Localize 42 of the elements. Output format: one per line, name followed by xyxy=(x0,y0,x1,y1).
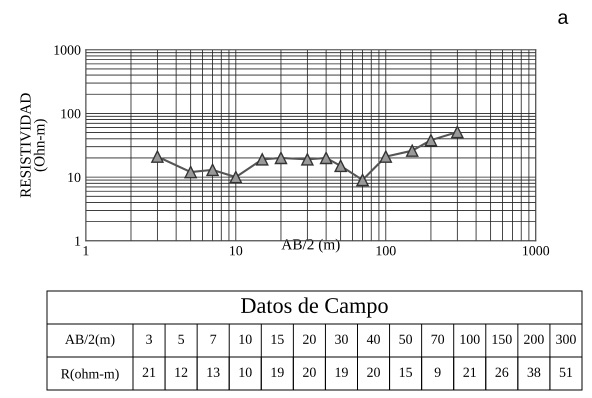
x-tick-label: 100 xyxy=(460,334,480,344)
x-tick-label: 15 xyxy=(272,334,284,344)
data-label: 15 xyxy=(400,368,412,377)
data-label: 20 xyxy=(303,368,316,377)
chart-title: Datos de Campo xyxy=(241,297,388,318)
x-tick-label: 1 xyxy=(84,246,88,256)
x-tick-label: 100 xyxy=(376,246,396,256)
y-tick-label: 1 xyxy=(75,236,80,246)
y-tick-label: 100 xyxy=(61,109,80,118)
y-tick-label: R(ohm-m) xyxy=(61,368,119,382)
x-axis-title: AB/2 (m) xyxy=(281,238,340,253)
x-tick-label: 1000 xyxy=(523,246,550,256)
y-axis-title: RESISTIVIDAD (Ohn-m) xyxy=(20,93,48,198)
x-tick-label: 10 xyxy=(230,246,242,256)
x-tick-label: 200 xyxy=(524,334,544,344)
data-label: 21 xyxy=(463,368,476,377)
x-tick-label: 40 xyxy=(366,334,380,344)
x-tick-label: 150 xyxy=(492,334,512,344)
data-label: 38 xyxy=(528,368,540,377)
x-tick-label: 50 xyxy=(399,334,412,344)
y-tick-label: 10 xyxy=(68,172,80,182)
x-tick-label: 7 xyxy=(210,334,216,344)
x-tick-label: 5 xyxy=(178,334,184,344)
data-label: 13 xyxy=(207,368,220,377)
x-tick-label: 20 xyxy=(303,334,316,344)
x-tick-label: 300 xyxy=(556,334,576,344)
data-label: 20 xyxy=(367,368,380,377)
data-label: 21 xyxy=(142,368,156,377)
data-label: 10 xyxy=(240,368,252,377)
y-tick-label: 1000 xyxy=(54,45,80,55)
x-axis-title: AB/2(m) xyxy=(65,334,114,347)
data-label: 19 xyxy=(272,368,284,377)
data-label: 26 xyxy=(495,368,508,377)
x-tick-label: 30 xyxy=(335,334,348,344)
text: a xyxy=(558,13,568,24)
data-label: 12 xyxy=(175,368,188,377)
x-tick-label: 70 xyxy=(432,334,444,344)
x-tick-label: 3 xyxy=(146,334,152,344)
data-label: 51 xyxy=(560,368,572,377)
data-label: 19 xyxy=(336,368,348,377)
data-label: 9 xyxy=(434,368,441,377)
x-tick-label: 10 xyxy=(240,334,252,344)
